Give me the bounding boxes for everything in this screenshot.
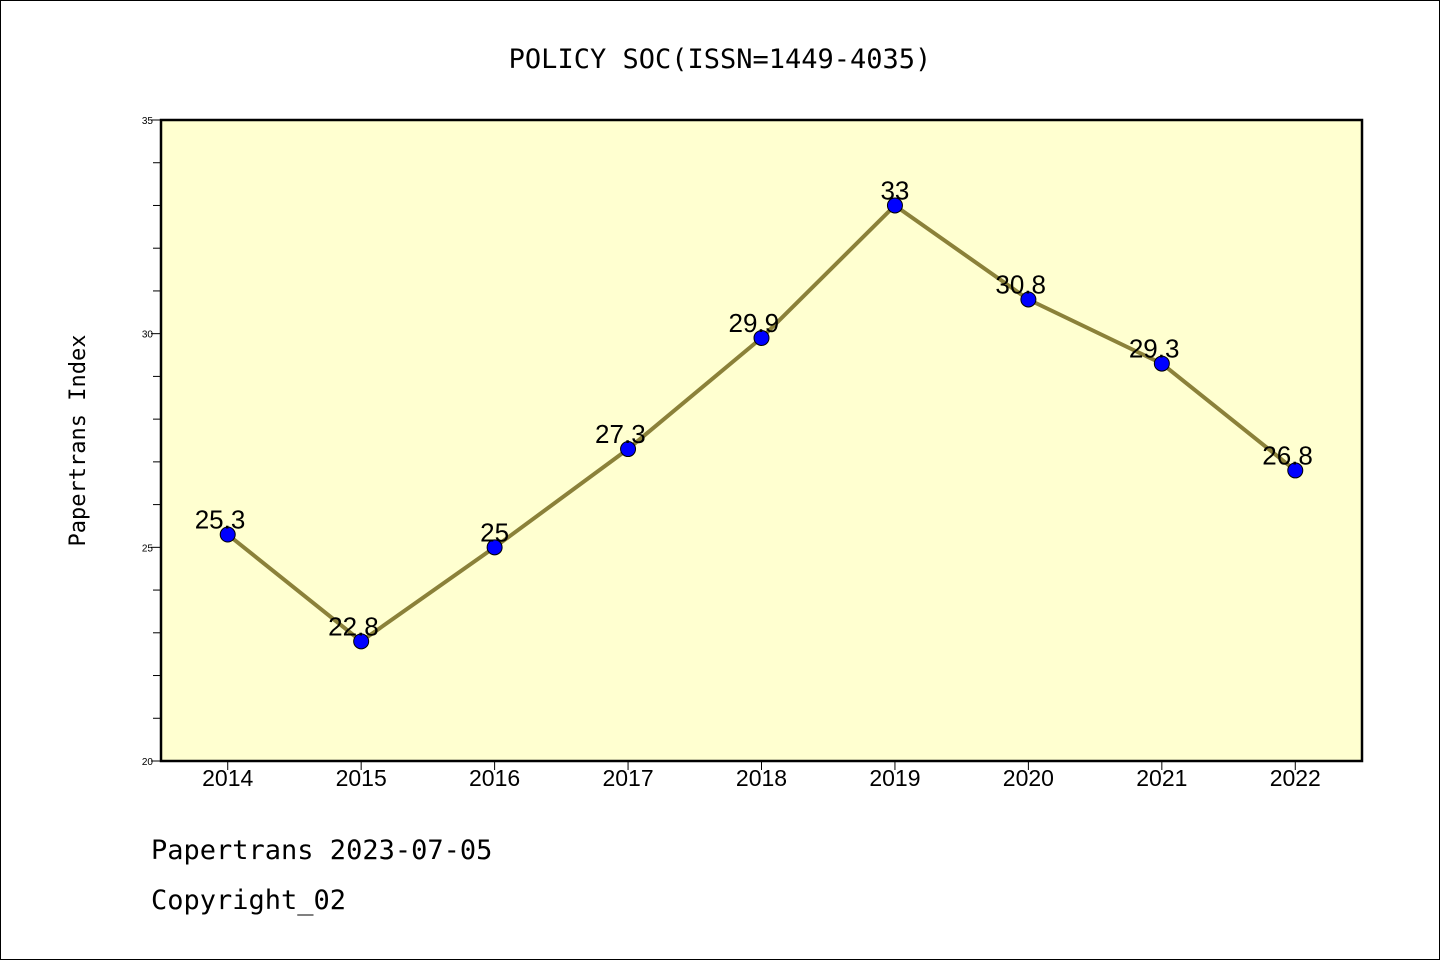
data-point <box>486 539 503 556</box>
data-point <box>353 633 370 650</box>
data-point <box>753 329 770 346</box>
data-point <box>1020 291 1037 308</box>
y-tick-label: 35 <box>142 116 154 127</box>
data-label: 25.3 <box>195 505 246 535</box>
data-label: 29.3 <box>1129 334 1180 364</box>
data-label: 25 <box>480 517 509 547</box>
x-axis: 2014 2015 2016 2017 2018 2019 2020 2021 2022 <box>202 761 1321 791</box>
y-tick-label: 30 <box>142 330 154 341</box>
y-tick-label: 25 <box>142 543 154 554</box>
x-tick-label: 2019 <box>869 765 920 791</box>
data-label: 29.9 <box>729 308 780 338</box>
data-point <box>1287 462 1304 479</box>
plot-area <box>159 118 1364 763</box>
chart-title: POLICY SOC(ISSN=1449-4035) <box>509 44 932 75</box>
data-point <box>886 197 903 214</box>
data-label: 33 <box>880 175 909 205</box>
x-tick-label: 2020 <box>1003 765 1054 791</box>
x-tick-label: 2021 <box>1136 765 1187 791</box>
data-markers <box>219 197 1304 650</box>
data-label: 27.3 <box>595 419 646 449</box>
footer-date: Papertrans 2023-07-05 <box>151 835 493 866</box>
data-labels: 25.3 22.8 25 27.3 29.9 33 30.8 29.3 26.8 <box>195 175 1313 641</box>
x-tick-label: 2018 <box>736 765 787 791</box>
x-tick-label: 2015 <box>336 765 387 791</box>
y-axis-label: Papertrans Index <box>66 335 91 547</box>
data-label: 22.8 <box>328 611 379 641</box>
data-point <box>1153 355 1170 372</box>
data-point <box>219 526 236 543</box>
data-label: 26.8 <box>1262 440 1313 470</box>
x-tick-label: 2016 <box>469 765 520 791</box>
y-tick-label: 20 <box>142 757 154 768</box>
data-label: 30.8 <box>995 269 1046 299</box>
data-point <box>620 441 637 458</box>
x-tick-label: 2017 <box>602 765 653 791</box>
x-tick-label: 2014 <box>202 765 253 791</box>
x-tick-label: 2022 <box>1270 765 1321 791</box>
y-axis: 20 25 30 35 <box>142 116 161 768</box>
footer-copyright: Copyright_02 <box>151 885 347 916</box>
